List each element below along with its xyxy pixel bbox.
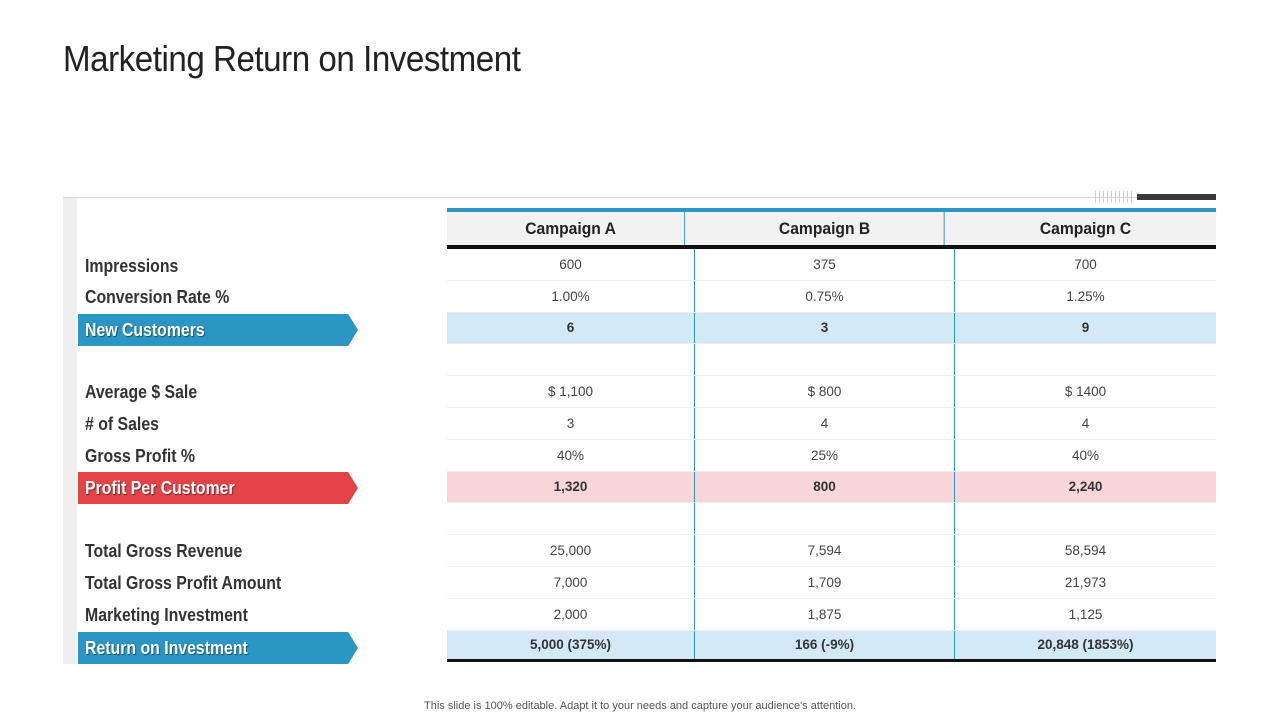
table-row-return-on-investment: 5,000 (375%) 166 (-9%) 20,848 (1853%): [447, 630, 1216, 663]
table-cell: 21,973: [1064, 574, 1107, 590]
footer-note: This slide is 100% editable. Adapt it to…: [424, 700, 856, 712]
table-row-impressions: 600 375 700: [447, 249, 1216, 281]
table-cell: 2,000: [447, 598, 695, 630]
label-average-sale: Average $ Sale: [85, 382, 198, 402]
table-cell: 58,594: [1064, 543, 1107, 559]
table-row-gross-profit: 40% 25% 40%: [447, 439, 1216, 472]
table-cell: 7,000: [447, 566, 695, 598]
table-cell: 7,594: [695, 535, 955, 566]
table-cell: 4: [1081, 415, 1090, 431]
table-cell: 2,240: [1068, 479, 1103, 495]
table-cell: [447, 503, 695, 535]
campaign-table: Campaign A Campaign B Campaign C 600 375…: [447, 208, 1216, 663]
table-cell: 3: [447, 407, 695, 439]
table-cell: 0.75%: [695, 280, 955, 312]
table-header: Campaign A Campaign B Campaign C: [447, 212, 1216, 249]
table-cell: 3: [695, 312, 955, 344]
label-roi-arrow: Return on Investment: [78, 632, 358, 664]
table-cell: 40%: [447, 439, 695, 471]
column-header: Campaign B: [705, 212, 945, 245]
table-cell: 1,875: [695, 598, 955, 630]
label-new-customers: New Customers: [85, 319, 205, 340]
table-cell: 600: [447, 249, 695, 280]
label-profit-per-customer-arrow: Profit Per Customer: [78, 472, 358, 504]
table-cell: [955, 344, 1216, 375]
table-cell: 1,125: [1068, 606, 1103, 622]
table-row-conversion-rate: 1.00% 0.75% 1.25%: [447, 280, 1216, 313]
decorative-dashes: [1095, 191, 1132, 203]
label-marketing-investment: Marketing Investment: [85, 605, 248, 625]
table-cell: 9: [1081, 320, 1090, 336]
label-gross-profit: Gross Profit %: [85, 446, 196, 466]
table-cell: 166 (-9%): [695, 630, 955, 660]
decorative-bar: [1137, 194, 1216, 200]
table-cell: 40%: [1071, 447, 1100, 463]
table-cell: 375: [695, 249, 955, 280]
table-cell: 25%: [695, 439, 955, 471]
table-row-new-customers: 6 3 9: [447, 312, 1216, 345]
label-return-on-investment: Return on Investment: [85, 637, 248, 658]
label-conversion-rate: Conversion Rate %: [85, 287, 230, 307]
table-cell: 700: [1074, 256, 1097, 272]
table-cell: 800: [695, 471, 955, 503]
table-accent-bar: [447, 208, 1216, 212]
table-cell: $ 1400: [1064, 384, 1107, 400]
top-divider: [63, 197, 1216, 198]
label-number-of-sales: # of Sales: [85, 414, 159, 434]
table-row-marketing-investment: 2,000 1,875 1,125: [447, 598, 1216, 631]
table-cell: [447, 344, 695, 376]
label-new-customers-arrow: New Customers: [78, 314, 358, 346]
table-cell: 1.00%: [447, 280, 695, 312]
table-cell: 1.25%: [1066, 288, 1105, 304]
table-cell: 5,000 (375%): [447, 630, 695, 660]
table-cell: 6: [447, 312, 695, 344]
label-impressions: Impressions: [85, 256, 179, 276]
table-row-profit-per-customer: 1,320 800 2,240: [447, 471, 1216, 504]
column-header: Campaign C: [1039, 218, 1132, 238]
table-cell: 25,000: [447, 535, 695, 566]
table-cell: $ 800: [695, 376, 955, 407]
table-cell: $ 1,100: [447, 376, 695, 407]
label-total-gross-profit: Total Gross Profit Amount: [85, 573, 282, 593]
table-row-total-gross-revenue: 25,000 7,594 58,594: [447, 535, 1216, 567]
table-row-average-sale: $ 1,100 $ 800 $ 1400: [447, 376, 1216, 408]
left-strip: [63, 198, 77, 664]
column-header: Campaign A: [457, 212, 686, 245]
table-cell: 1,320: [447, 471, 695, 503]
label-profit-per-customer: Profit Per Customer: [85, 477, 235, 498]
table-row-spacer: [447, 503, 1216, 536]
slide-title: Marketing Return on Investment: [63, 38, 521, 79]
label-total-gross-revenue: Total Gross Revenue: [85, 541, 243, 561]
table-row-total-gross-profit: 7,000 1,709 21,973: [447, 566, 1216, 599]
table-cell: 20,848 (1853%): [1037, 637, 1134, 653]
table-cell: [955, 503, 1216, 534]
table-cell: [695, 344, 955, 376]
table-cell: [695, 503, 955, 535]
table-cell: 4: [695, 407, 955, 439]
table-row-number-of-sales: 3 4 4: [447, 407, 1216, 440]
table-row-spacer: [447, 344, 1216, 377]
table-cell: 1,709: [695, 566, 955, 598]
